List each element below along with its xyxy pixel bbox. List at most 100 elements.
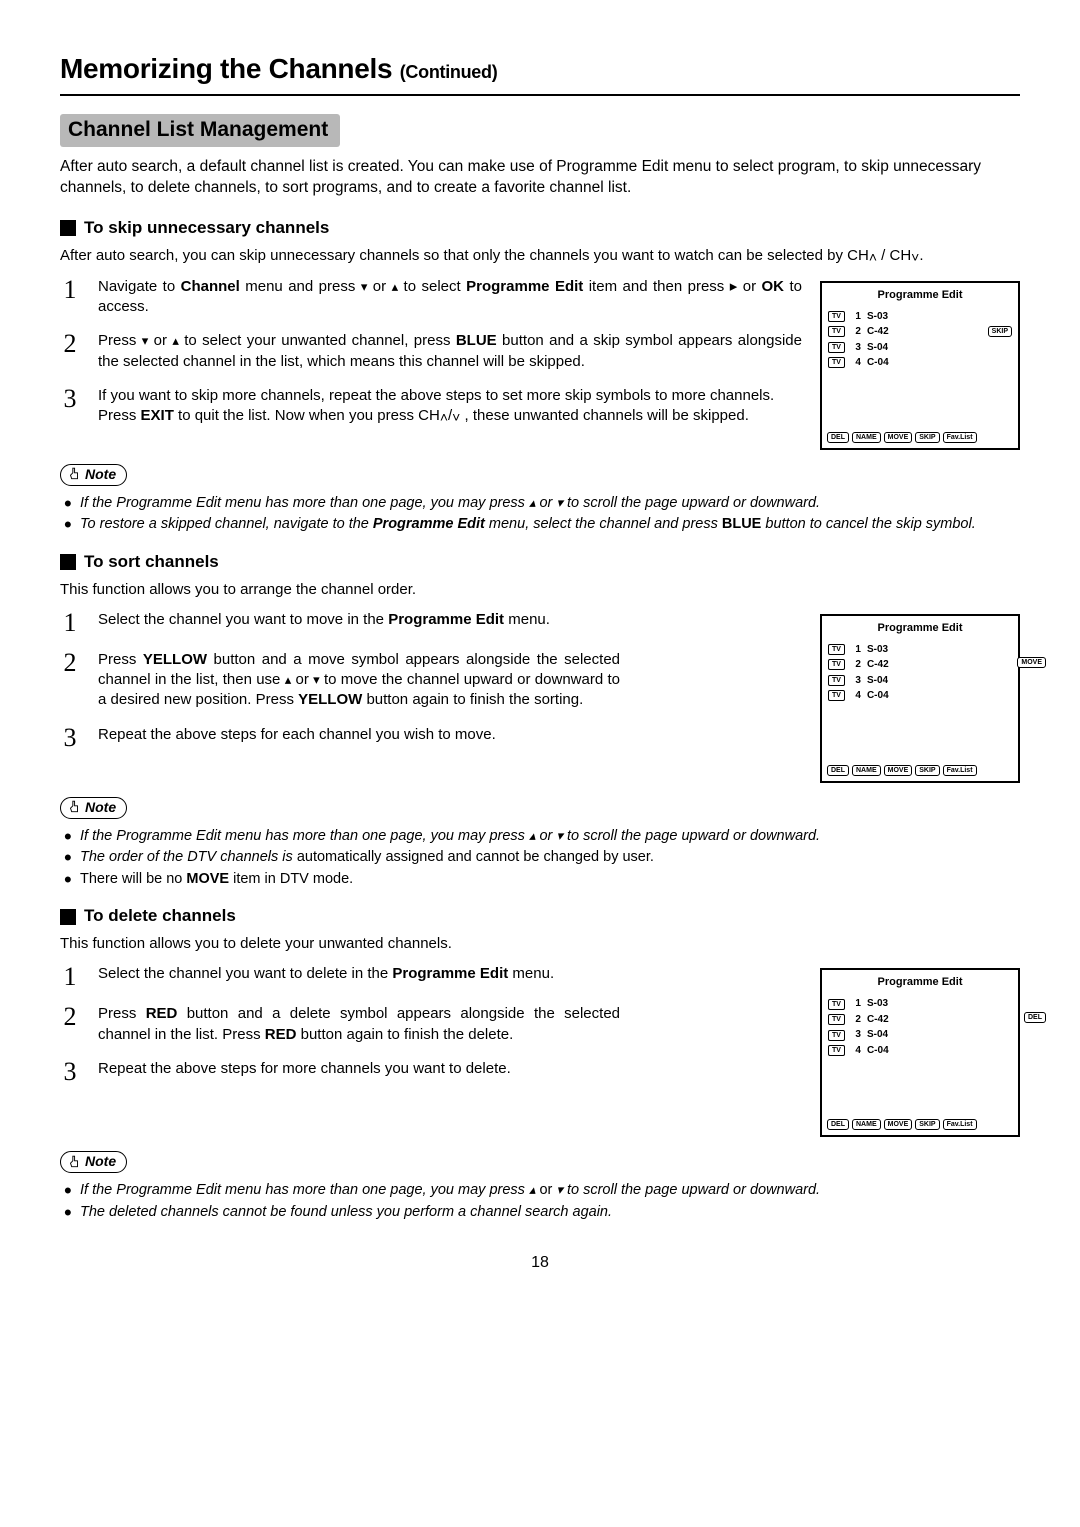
footer-del: DEL — [827, 1119, 849, 1130]
step-number: 1 — [60, 964, 80, 990]
tv-icon: TV — [828, 690, 845, 701]
footer-move: MOVE — [884, 432, 913, 443]
sort-step-2: 2 Press YELLOW button and a move symbol … — [60, 650, 620, 711]
page-number: 18 — [60, 1252, 1020, 1274]
delete-intro: This function allows you to delete your … — [60, 934, 1020, 954]
skip-heading: To skip unnecessary channels — [60, 217, 1020, 240]
sort-intro: This function allows you to arrange the … — [60, 580, 1020, 600]
programme-edit-panel-skip: Programme Edit TV1S-03 TV2C-42SKIP TV3S-… — [820, 281, 1020, 450]
programme-edit-panel-delete: Programme Edit TV1S-03 TV2C-42DEL TV3S-0… — [820, 968, 1020, 1137]
channel-row: TV4C-04 — [828, 355, 1012, 371]
skip-intro: After auto search, you can skip unnecess… — [60, 246, 1020, 267]
footer-move: MOVE — [884, 1119, 913, 1130]
note-item: To restore a skipped channel, navigate t… — [64, 515, 1020, 535]
ch-up-icon: ˄ — [869, 249, 877, 265]
panel-title: Programme Edit — [822, 970, 1018, 996]
step-number: 2 — [60, 650, 80, 676]
note-item: The order of the DTV channels is automat… — [64, 848, 1020, 868]
panel-footer: DEL NAME MOVE SKIP Fav.List — [822, 1114, 1018, 1135]
delete-step-2: 2 Press RED button and a delete symbol a… — [60, 1004, 620, 1045]
footer-skip: SKIP — [915, 1119, 939, 1130]
delete-heading: To delete channels — [60, 905, 1020, 928]
del-badge: DEL — [1024, 1012, 1046, 1023]
skip-step-2: 2 Press ▾ or ▴ to select your unwanted c… — [60, 331, 802, 372]
tv-icon: TV — [828, 1045, 845, 1056]
tv-icon: TV — [828, 311, 845, 322]
page-title: Memorizing the Channels (Continued) — [60, 50, 1020, 88]
move-badge: MOVE — [1017, 657, 1046, 668]
note-badge: Note — [60, 797, 127, 819]
panel-footer: DEL NAME MOVE SKIP Fav.List — [822, 427, 1018, 448]
channel-row: TV1S-03 — [828, 309, 1012, 325]
footer-skip: SKIP — [915, 432, 939, 443]
sort-step-1: 1 Select the channel you want to move in… — [60, 610, 620, 636]
footer-skip: SKIP — [915, 765, 939, 776]
channel-row: TV1S-03 — [828, 642, 1012, 658]
step-number: 1 — [60, 277, 80, 303]
delete-notes: If the Programme Edit menu has more than… — [60, 1181, 1020, 1222]
channel-row: TV3S-04 — [828, 673, 1012, 689]
hand-icon — [67, 1155, 81, 1169]
skip-notes: If the Programme Edit menu has more than… — [60, 494, 1020, 535]
footer-name: NAME — [852, 1119, 881, 1130]
title-suffix: (Continued) — [400, 62, 498, 82]
note-item: There will be no MOVE item in DTV mode. — [64, 870, 1020, 890]
footer-del: DEL — [827, 432, 849, 443]
tv-icon: TV — [828, 357, 845, 368]
step-number: 1 — [60, 610, 80, 636]
channel-row: TV3S-04 — [828, 1027, 1012, 1043]
skip-steps: 1 Navigate to Channel menu and press ▾ o… — [60, 277, 802, 441]
step-number: 3 — [60, 386, 80, 412]
channel-row: TV2C-42SKIP — [828, 324, 1012, 340]
title-rule — [60, 94, 1020, 96]
tv-icon: TV — [828, 1014, 845, 1025]
tv-icon: TV — [828, 644, 845, 655]
footer-favlist: Fav.List — [943, 1119, 977, 1130]
tv-icon: TV — [828, 999, 845, 1010]
channel-row: TV4C-04 — [828, 1043, 1012, 1059]
footer-name: NAME — [852, 432, 881, 443]
note-item: If the Programme Edit menu has more than… — [64, 494, 1020, 514]
note-item: If the Programme Edit menu has more than… — [64, 827, 1020, 847]
skip-step-3: 3 If you want to skip more channels, rep… — [60, 386, 802, 427]
skip-step-1: 1 Navigate to Channel menu and press ▾ o… — [60, 277, 802, 318]
step-number: 2 — [60, 331, 80, 357]
panel-title: Programme Edit — [822, 283, 1018, 309]
tv-icon: TV — [828, 675, 845, 686]
note-badge: Note — [60, 464, 127, 486]
hand-icon — [67, 800, 81, 814]
sort-steps: 1 Select the channel you want to move in… — [60, 610, 620, 765]
section-label: Channel List Management — [60, 114, 340, 147]
channel-row: TV2C-42MOVE — [828, 657, 1012, 673]
sort-step-3: 3 Repeat the above steps for each channe… — [60, 725, 620, 751]
note-item: If the Programme Edit menu has more than… — [64, 1181, 1020, 1201]
step-number: 3 — [60, 1059, 80, 1085]
step-number: 3 — [60, 725, 80, 751]
delete-steps: 1 Select the channel you want to delete … — [60, 964, 620, 1099]
sort-heading: To sort channels — [60, 551, 1020, 574]
channel-row: TV1S-03 — [828, 996, 1012, 1012]
delete-step-3: 3 Repeat the above steps for more channe… — [60, 1059, 620, 1085]
tv-icon: TV — [828, 1030, 845, 1041]
tv-icon: TV — [828, 659, 845, 670]
footer-move: MOVE — [884, 765, 913, 776]
channel-row: TV4C-04 — [828, 688, 1012, 704]
title-main: Memorizing the Channels — [60, 53, 392, 84]
sort-notes: If the Programme Edit menu has more than… — [60, 827, 1020, 890]
channel-row: TV2C-42DEL — [828, 1012, 1012, 1028]
programme-edit-panel-move: Programme Edit TV1S-03 TV2C-42MOVE TV3S-… — [820, 614, 1020, 783]
channel-row: TV3S-04 — [828, 340, 1012, 356]
skip-badge: SKIP — [988, 326, 1012, 337]
footer-name: NAME — [852, 765, 881, 776]
hand-icon — [67, 467, 81, 481]
footer-favlist: Fav.List — [943, 432, 977, 443]
step-number: 2 — [60, 1004, 80, 1030]
section-intro: After auto search, a default channel lis… — [60, 157, 1020, 199]
panel-title: Programme Edit — [822, 616, 1018, 642]
tv-icon: TV — [828, 342, 845, 353]
ch-up-icon: ˄ — [440, 409, 448, 425]
footer-del: DEL — [827, 765, 849, 776]
note-badge: Note — [60, 1151, 127, 1173]
note-item: The deleted channels cannot be found unl… — [64, 1203, 1020, 1223]
delete-step-1: 1 Select the channel you want to delete … — [60, 964, 620, 990]
